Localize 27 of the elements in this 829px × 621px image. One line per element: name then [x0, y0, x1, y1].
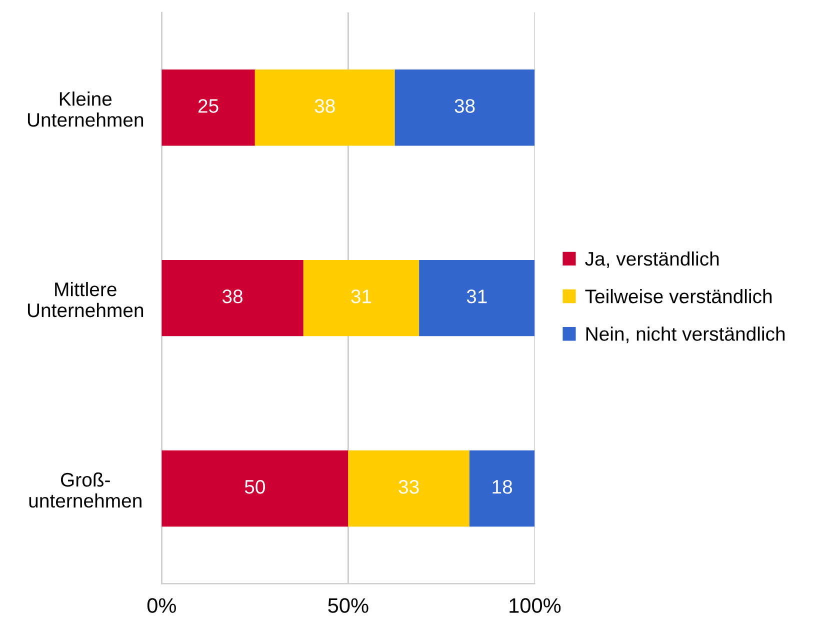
y-tick-label: Groß- unternehmen [29, 472, 142, 508]
data-label: 31 [351, 290, 372, 304]
legend-label: Teilweise verständlich [585, 289, 772, 304]
bar [254, 70, 395, 146]
bar [303, 260, 420, 336]
data-label: 50 [244, 480, 265, 494]
bar [469, 450, 535, 527]
bar [394, 70, 535, 146]
x-tick-label: 0% [147, 598, 176, 613]
x-tick-label: 100% [510, 598, 561, 613]
legend-label: Ja, verständlich [585, 251, 719, 268]
data-label: 38 [454, 99, 475, 113]
data-label: 38 [222, 290, 243, 304]
y-tick-label: Mittlere Unternehmen [28, 282, 144, 318]
data-label: 31 [466, 290, 487, 304]
data-label: 38 [314, 99, 335, 113]
x-tick-label: 50% [328, 598, 368, 613]
y-tick-label: Kleine Unternehmen [28, 92, 144, 127]
data-label: 25 [198, 99, 218, 113]
legend-label: Nein, nicht verständlich [586, 326, 785, 344]
bar [162, 70, 255, 146]
bar [419, 260, 535, 336]
bar [162, 450, 348, 527]
bar [348, 450, 470, 527]
data-label: 33 [398, 480, 419, 494]
bar [162, 260, 304, 336]
data-label: 18 [492, 480, 512, 494]
